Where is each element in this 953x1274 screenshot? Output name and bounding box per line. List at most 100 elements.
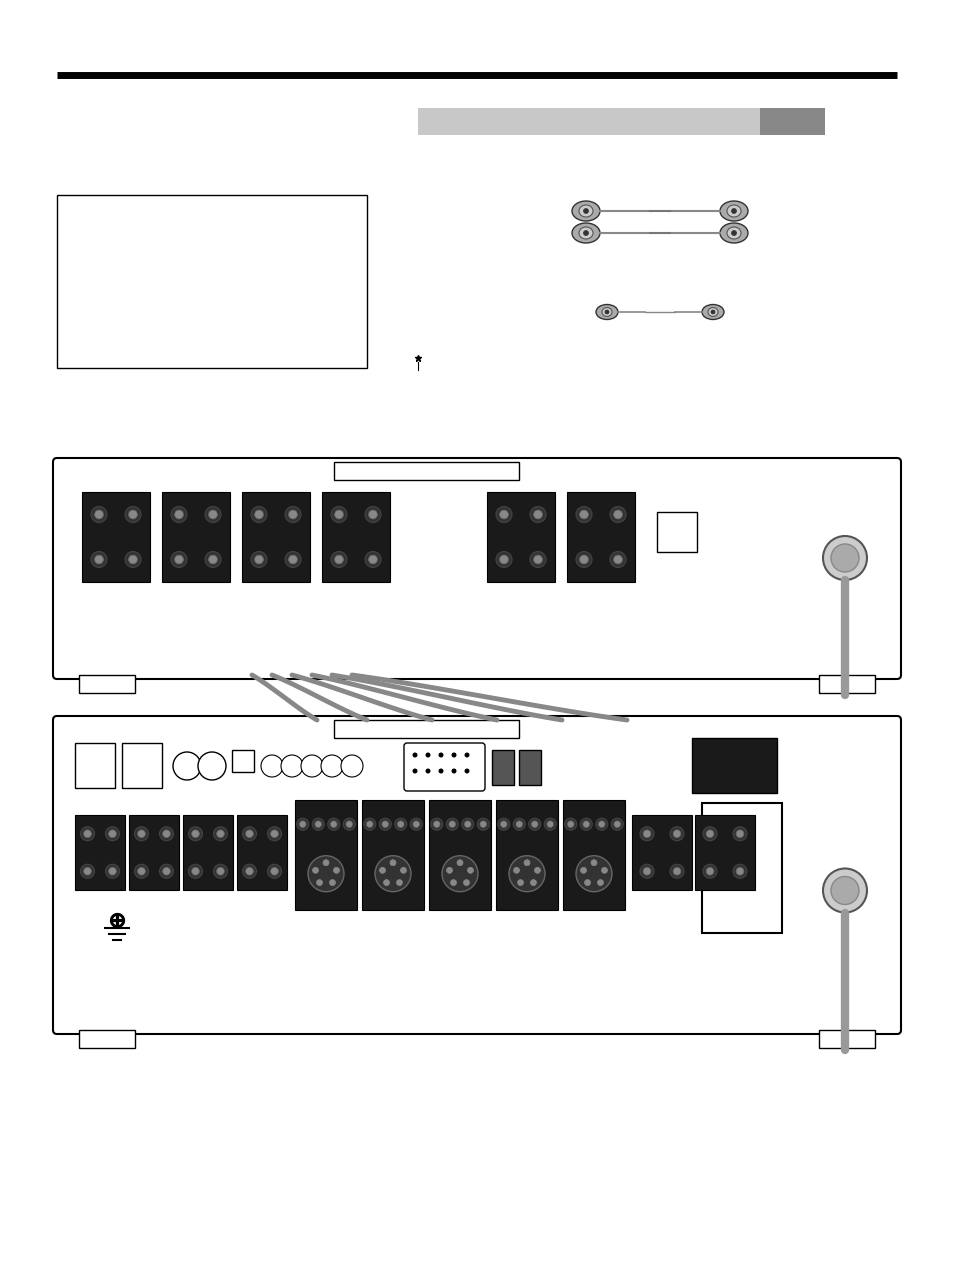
Circle shape [567, 820, 574, 828]
Circle shape [441, 856, 477, 892]
Bar [518, 750, 540, 785]
Circle shape [285, 507, 301, 522]
Circle shape [822, 869, 866, 912]
Circle shape [162, 868, 171, 875]
Circle shape [91, 552, 107, 567]
Circle shape [261, 755, 283, 777]
Circle shape [580, 868, 586, 873]
Circle shape [80, 827, 94, 841]
Bar [486, 492, 555, 582]
Circle shape [390, 860, 395, 866]
Circle shape [576, 552, 592, 567]
Circle shape [209, 510, 217, 519]
Circle shape [334, 868, 339, 873]
Circle shape [509, 856, 544, 892]
Circle shape [702, 827, 717, 841]
Circle shape [461, 818, 474, 831]
Bar [695, 815, 754, 891]
Circle shape [271, 829, 278, 837]
Circle shape [245, 868, 253, 875]
Circle shape [159, 864, 173, 878]
Ellipse shape [726, 227, 740, 240]
Circle shape [822, 536, 866, 580]
Circle shape [517, 879, 523, 885]
Circle shape [456, 860, 462, 866]
Bar [334, 720, 518, 738]
Circle shape [433, 820, 439, 828]
Circle shape [830, 544, 858, 572]
Circle shape [613, 510, 621, 519]
Circle shape [496, 507, 512, 522]
Circle shape [343, 818, 355, 831]
Ellipse shape [583, 209, 588, 214]
Circle shape [375, 856, 411, 892]
Ellipse shape [596, 304, 618, 320]
Ellipse shape [578, 227, 593, 240]
Circle shape [209, 555, 217, 564]
Circle shape [216, 868, 224, 875]
Ellipse shape [707, 307, 718, 316]
Circle shape [513, 818, 525, 831]
Circle shape [308, 856, 344, 892]
Circle shape [289, 555, 297, 564]
Circle shape [296, 818, 309, 831]
Circle shape [499, 510, 508, 519]
Circle shape [346, 820, 353, 828]
Circle shape [736, 868, 743, 875]
Bar [701, 803, 781, 933]
Circle shape [340, 755, 363, 777]
Bar [562, 800, 624, 910]
Circle shape [174, 510, 183, 519]
Bar [75, 815, 125, 891]
Circle shape [172, 752, 201, 780]
Circle shape [84, 868, 91, 875]
Circle shape [576, 856, 612, 892]
Circle shape [705, 868, 713, 875]
Circle shape [584, 879, 590, 885]
Circle shape [702, 864, 717, 878]
Circle shape [412, 753, 417, 758]
Circle shape [125, 507, 141, 522]
Circle shape [137, 829, 145, 837]
Circle shape [499, 555, 508, 564]
Circle shape [381, 820, 388, 828]
Circle shape [379, 868, 385, 873]
Circle shape [383, 879, 389, 885]
Circle shape [314, 820, 321, 828]
Circle shape [171, 507, 187, 522]
Circle shape [84, 829, 91, 837]
Circle shape [530, 552, 545, 567]
Bar [818, 675, 874, 693]
Ellipse shape [601, 307, 612, 316]
Circle shape [213, 827, 227, 841]
Bar [361, 800, 423, 910]
Circle shape [129, 510, 137, 519]
Bar [631, 815, 691, 891]
Bar [122, 743, 162, 789]
Bar [322, 492, 390, 582]
Circle shape [639, 827, 654, 841]
Circle shape [254, 510, 263, 519]
Circle shape [189, 827, 202, 841]
Bar [492, 750, 514, 785]
Circle shape [412, 768, 417, 773]
Circle shape [425, 753, 430, 758]
Circle shape [533, 555, 542, 564]
Circle shape [595, 818, 607, 831]
Bar [818, 1029, 874, 1049]
Circle shape [316, 879, 322, 885]
Circle shape [174, 555, 183, 564]
Circle shape [600, 868, 607, 873]
Circle shape [192, 868, 199, 875]
Bar [75, 743, 115, 789]
Circle shape [705, 829, 713, 837]
Circle shape [379, 818, 391, 831]
Circle shape [516, 820, 522, 828]
Circle shape [530, 507, 545, 522]
Circle shape [134, 864, 149, 878]
Circle shape [331, 552, 347, 567]
Ellipse shape [701, 304, 723, 320]
Circle shape [576, 507, 592, 522]
Ellipse shape [726, 205, 740, 217]
Bar [417, 108, 760, 135]
